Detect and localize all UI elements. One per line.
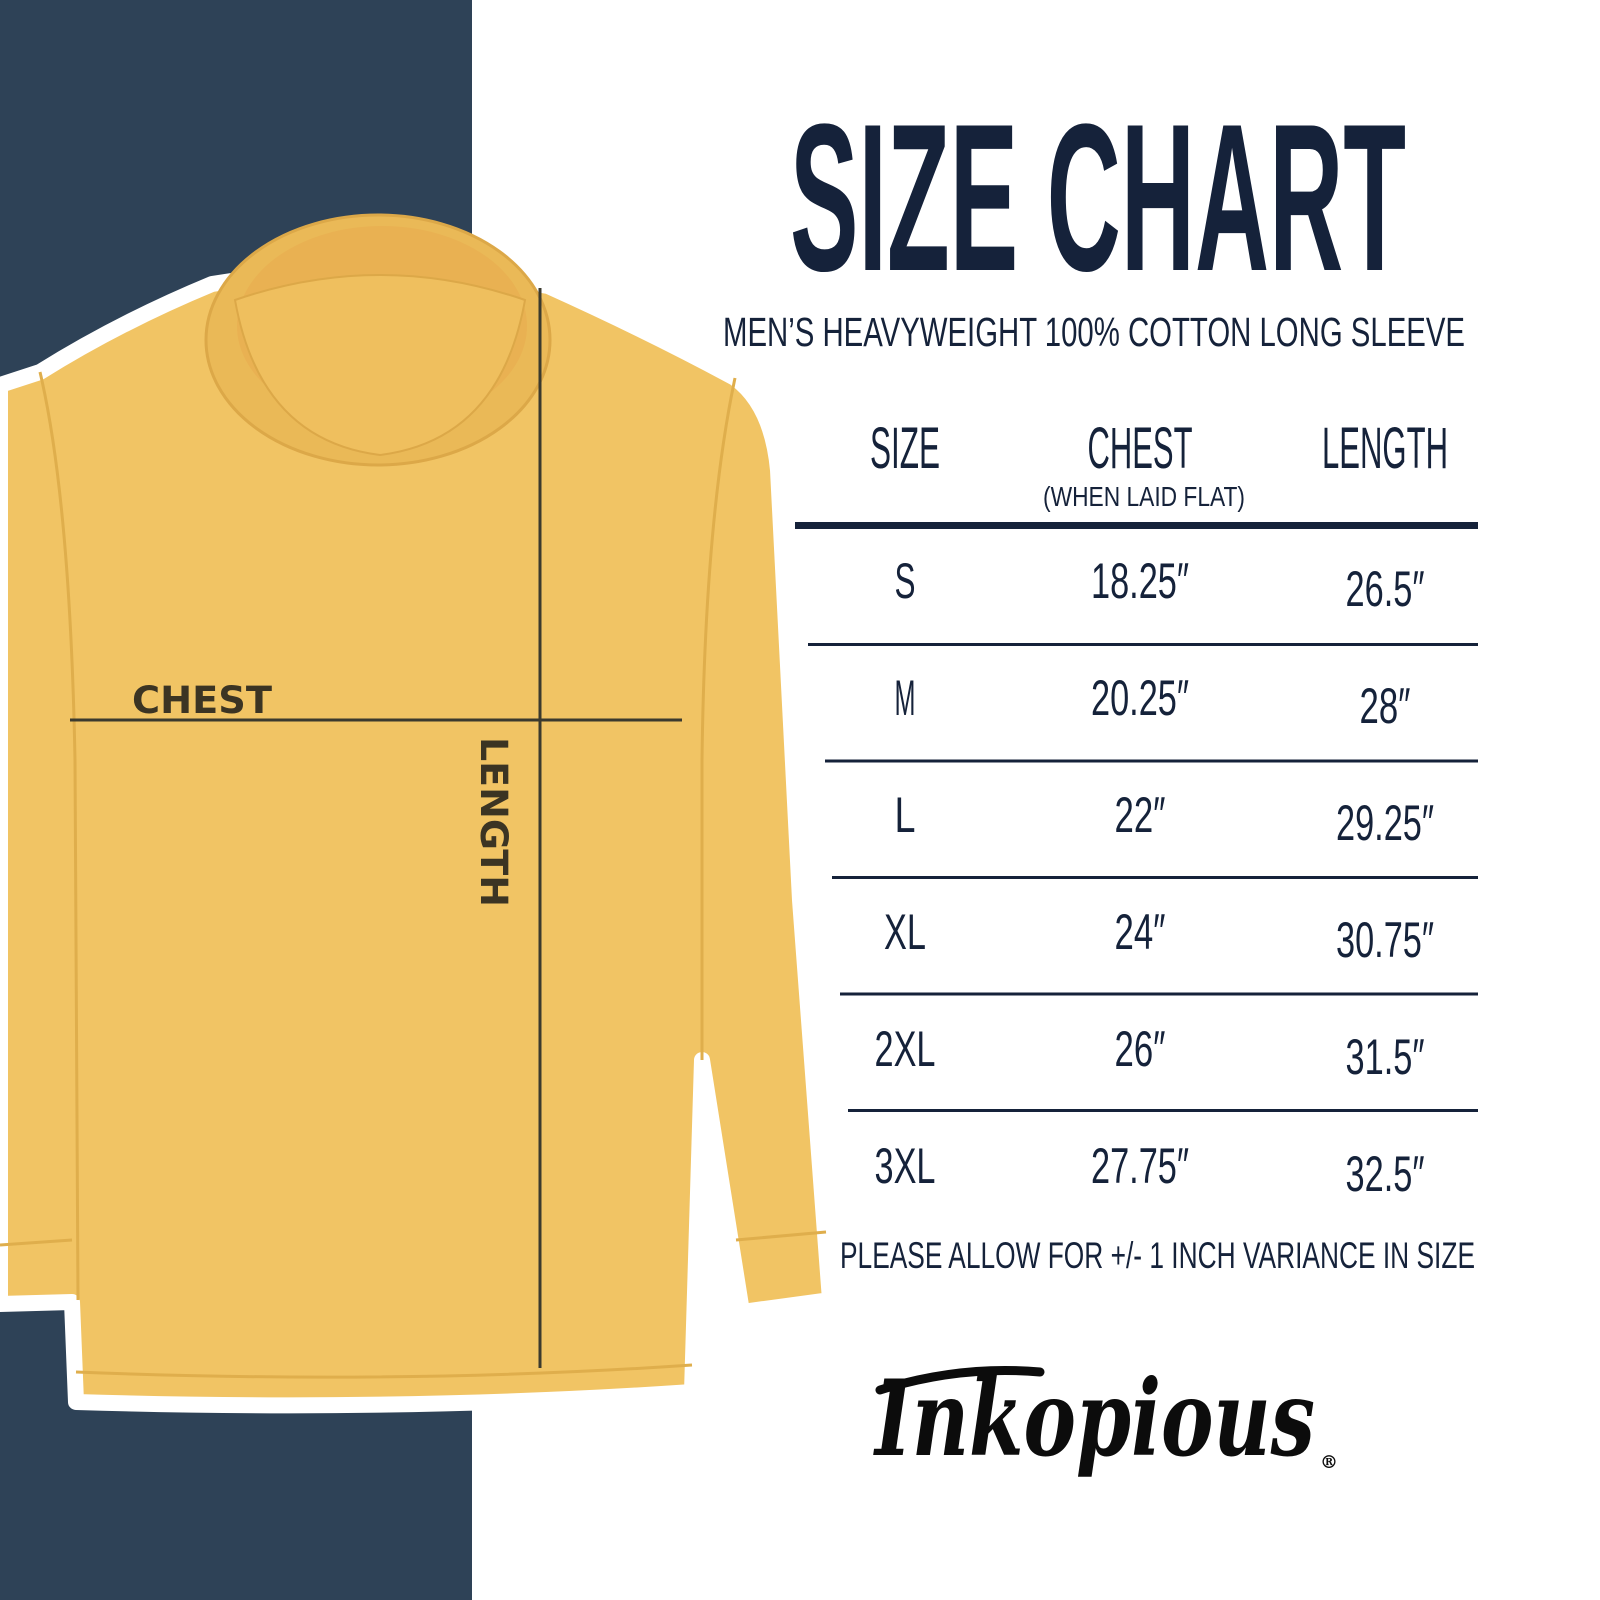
size-cell: L <box>895 787 916 843</box>
table-header: SIZE CHEST (WHEN LAID FLAT) LENGTH <box>795 416 1478 529</box>
length-label: LENGTH <box>472 737 515 907</box>
table-row: 2XL 26″ 31.5″ <box>848 1021 1478 1112</box>
chest-cell: 24″ <box>1115 904 1166 960</box>
header-size: SIZE <box>870 416 940 481</box>
table-body: S 18.25″ 26.5″ M 20.25″ 28″ L 22″ 29.25″ XL 24″ 30.… <box>808 553 1478 1202</box>
shirt-body <box>0 262 838 1414</box>
header-chest: CHEST <box>1088 416 1193 481</box>
length-cell: 32.5″ <box>1346 1146 1425 1202</box>
logo-swash <box>875 1365 1045 1395</box>
right-cuff <box>735 1230 827 1242</box>
brand-logo: Inkopious ® <box>873 1356 1338 1480</box>
header-chest-note: (WHEN LAID FLAT) <box>1043 481 1245 512</box>
size-cell: S <box>895 553 916 609</box>
left-sleeve-seam <box>38 371 80 1301</box>
size-cell: 2XL <box>875 1021 936 1077</box>
table-row: M 20.25″ 28″ <box>825 670 1478 763</box>
size-cell: XL <box>884 904 926 960</box>
right-sleeve-seam <box>700 377 737 1060</box>
length-cell: 29.25″ <box>1336 795 1434 851</box>
chest-cell: 22″ <box>1115 787 1166 843</box>
table-row: S 18.25″ 26.5″ <box>808 553 1478 646</box>
shirt-illustration: CHEST LENGTH <box>0 213 838 1414</box>
left-cuff <box>0 1238 73 1247</box>
row-divider <box>808 643 1478 646</box>
header-length: LENGTH <box>1322 416 1448 481</box>
subtitle: MEN’S HEAVYWEIGHT 100% COTTON LONG SLEEV… <box>723 309 1465 355</box>
chest-cell: 27.75″ <box>1091 1138 1189 1194</box>
row-divider <box>840 992 1478 996</box>
chest-cell: 18.25″ <box>1091 553 1189 609</box>
length-cell: 31.5″ <box>1346 1029 1425 1085</box>
row-divider <box>848 1109 1478 1112</box>
row-divider <box>832 876 1478 879</box>
length-cell: 30.75″ <box>1336 912 1434 968</box>
size-cell: 3XL <box>875 1138 936 1194</box>
table-row: XL 24″ 30.75″ <box>840 904 1478 996</box>
logo-text: Inkopious <box>873 1356 1315 1480</box>
page-title: SIZE CHART <box>790 80 1406 315</box>
neck-opening <box>233 274 527 457</box>
chest-cell: 20.25″ <box>1091 670 1189 726</box>
size-cell: M <box>895 670 916 726</box>
table-row: L 22″ 29.25″ <box>832 787 1478 879</box>
logo-registered-mark: ® <box>1320 1452 1338 1473</box>
table-row: 3XL 27.75″ 32.5″ <box>875 1138 1425 1202</box>
footnote: PLEASE ALLOW FOR +/- 1 INCH VARIANCE IN … <box>840 1235 1475 1276</box>
row-divider <box>825 759 1478 763</box>
header-divider <box>795 522 1478 529</box>
length-cell: 28″ <box>1360 678 1411 734</box>
chest-cell: 26″ <box>1115 1021 1166 1077</box>
length-cell: 26.5″ <box>1346 561 1425 617</box>
chest-label: CHEST <box>132 679 273 722</box>
hem-line <box>75 1363 693 1379</box>
